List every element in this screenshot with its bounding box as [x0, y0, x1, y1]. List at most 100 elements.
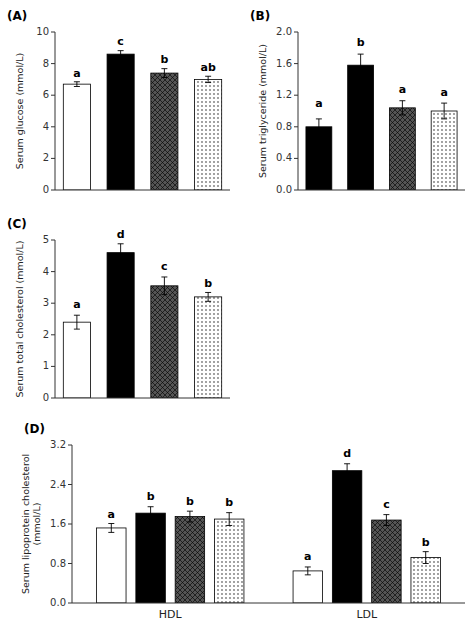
- bar: [195, 79, 222, 190]
- y-tick-label: 3.2: [50, 439, 66, 450]
- y-axis-line: [55, 32, 56, 190]
- y-tick: [51, 303, 55, 304]
- y-tick-label: 2: [43, 329, 49, 340]
- letter: a: [440, 86, 447, 99]
- error-bar: [226, 513, 232, 526]
- error-bar: [118, 51, 124, 58]
- y-tick-label: 5: [43, 234, 49, 245]
- letters: adcb: [73, 228, 212, 311]
- letter: d: [343, 447, 351, 460]
- y-axis-line: [298, 32, 299, 190]
- bar: [195, 297, 222, 398]
- y-axis-label: Serum total cholesterol (mmol/L): [14, 241, 25, 398]
- letter: b: [357, 36, 365, 49]
- panel: adcb012345Serum total cholesterol (mmol/…: [7, 217, 230, 403]
- x-tick-label: LDL: [356, 608, 378, 621]
- error-bar: [399, 101, 405, 115]
- bar: [332, 471, 361, 603]
- y-axis-label: Serum glucose (mmol/L): [14, 53, 25, 169]
- y-tick: [51, 398, 55, 399]
- error-bar: [305, 567, 311, 575]
- y-tick-label: 0.8: [50, 558, 66, 569]
- bar: [151, 73, 178, 190]
- y-tick: [51, 63, 55, 64]
- error-bar: [118, 244, 124, 262]
- letter: b: [147, 490, 155, 503]
- error-bar: [205, 292, 211, 301]
- x-tick-label: HDL: [159, 608, 183, 621]
- error-bar: [441, 103, 447, 119]
- letter: a: [108, 508, 115, 521]
- error-bar: [74, 315, 80, 329]
- letter: b: [225, 496, 233, 509]
- y-tick-label: 8: [43, 58, 49, 69]
- letters: abaa: [315, 36, 448, 111]
- y-tick-label: 1.6: [50, 518, 66, 529]
- bar: [107, 54, 134, 190]
- bar: [214, 519, 243, 603]
- y-axis-label: (mmol/L): [31, 503, 42, 546]
- bar: [151, 286, 178, 398]
- y-tick: [51, 334, 55, 335]
- error-bar: [161, 277, 167, 295]
- letter: c: [161, 260, 168, 273]
- error-bar: [358, 54, 364, 76]
- y-axis-line: [55, 240, 56, 398]
- bar: [348, 65, 374, 190]
- letter: c: [117, 35, 124, 48]
- panel: abaa0.00.40.81.21.62.0Serum triglyceride…: [250, 9, 465, 195]
- y-tick: [51, 190, 55, 191]
- panel: aabdbcbb0.00.81.62.43.2HDLLDLSerum lipop…: [20, 422, 465, 621]
- axes: 012345Serum total cholesterol (mmol/L): [14, 234, 230, 403]
- y-tick: [294, 190, 298, 191]
- x-axis-line: [55, 398, 230, 399]
- y-tick-label: 0.0: [50, 597, 66, 608]
- letter: b: [160, 53, 168, 66]
- error-bar: [316, 119, 322, 135]
- bars: [63, 244, 221, 398]
- x-axis-line: [298, 190, 465, 191]
- y-axis-label: Serum triglyceride (mmol/L): [257, 44, 268, 178]
- letter: b: [422, 536, 430, 549]
- axes: 0.00.40.81.21.62.0Serum triglyceride (mm…: [257, 26, 465, 195]
- error-bar: [423, 552, 429, 564]
- bar: [372, 520, 401, 603]
- bar: [389, 108, 415, 190]
- y-tick-label: 1.2: [276, 89, 292, 100]
- y-tick: [68, 524, 72, 525]
- y-tick-label: 2: [43, 152, 49, 163]
- axes: 0.00.81.62.43.2HDLLDLSerum lipoprotein c…: [20, 439, 465, 621]
- bar: [97, 528, 126, 603]
- bars: [97, 464, 441, 603]
- y-tick: [51, 366, 55, 367]
- y-tick: [294, 158, 298, 159]
- bar: [411, 558, 440, 603]
- y-axis-label: Serum lipoprotein cholesterol: [20, 454, 31, 594]
- y-tick-label: 2.0: [276, 26, 292, 37]
- letter: c: [383, 498, 390, 511]
- bar: [136, 513, 165, 603]
- y-tick-label: 0: [43, 392, 49, 403]
- bars: [63, 51, 221, 190]
- error-bar: [344, 464, 350, 478]
- panel-title: (A): [7, 9, 27, 23]
- y-tick: [294, 126, 298, 127]
- panel-title: (D): [24, 422, 45, 436]
- letter: a: [73, 298, 80, 311]
- panel: acbab0246810Serum glucose (mmol/L)(A): [7, 9, 230, 195]
- letter: b: [204, 277, 212, 290]
- y-tick: [68, 563, 72, 564]
- letter: ab: [200, 61, 215, 74]
- y-tick-label: 0.0: [276, 184, 292, 195]
- bar: [107, 253, 134, 398]
- error-bar: [148, 507, 154, 520]
- y-tick-label: 1.6: [276, 58, 292, 69]
- y-tick: [51, 271, 55, 272]
- panel-title: (B): [250, 9, 270, 23]
- error-bar: [108, 524, 114, 533]
- error-bar: [205, 76, 211, 82]
- letter: a: [304, 550, 311, 563]
- letter: a: [315, 97, 322, 110]
- y-tick: [294, 95, 298, 96]
- x-axis-line: [72, 603, 465, 604]
